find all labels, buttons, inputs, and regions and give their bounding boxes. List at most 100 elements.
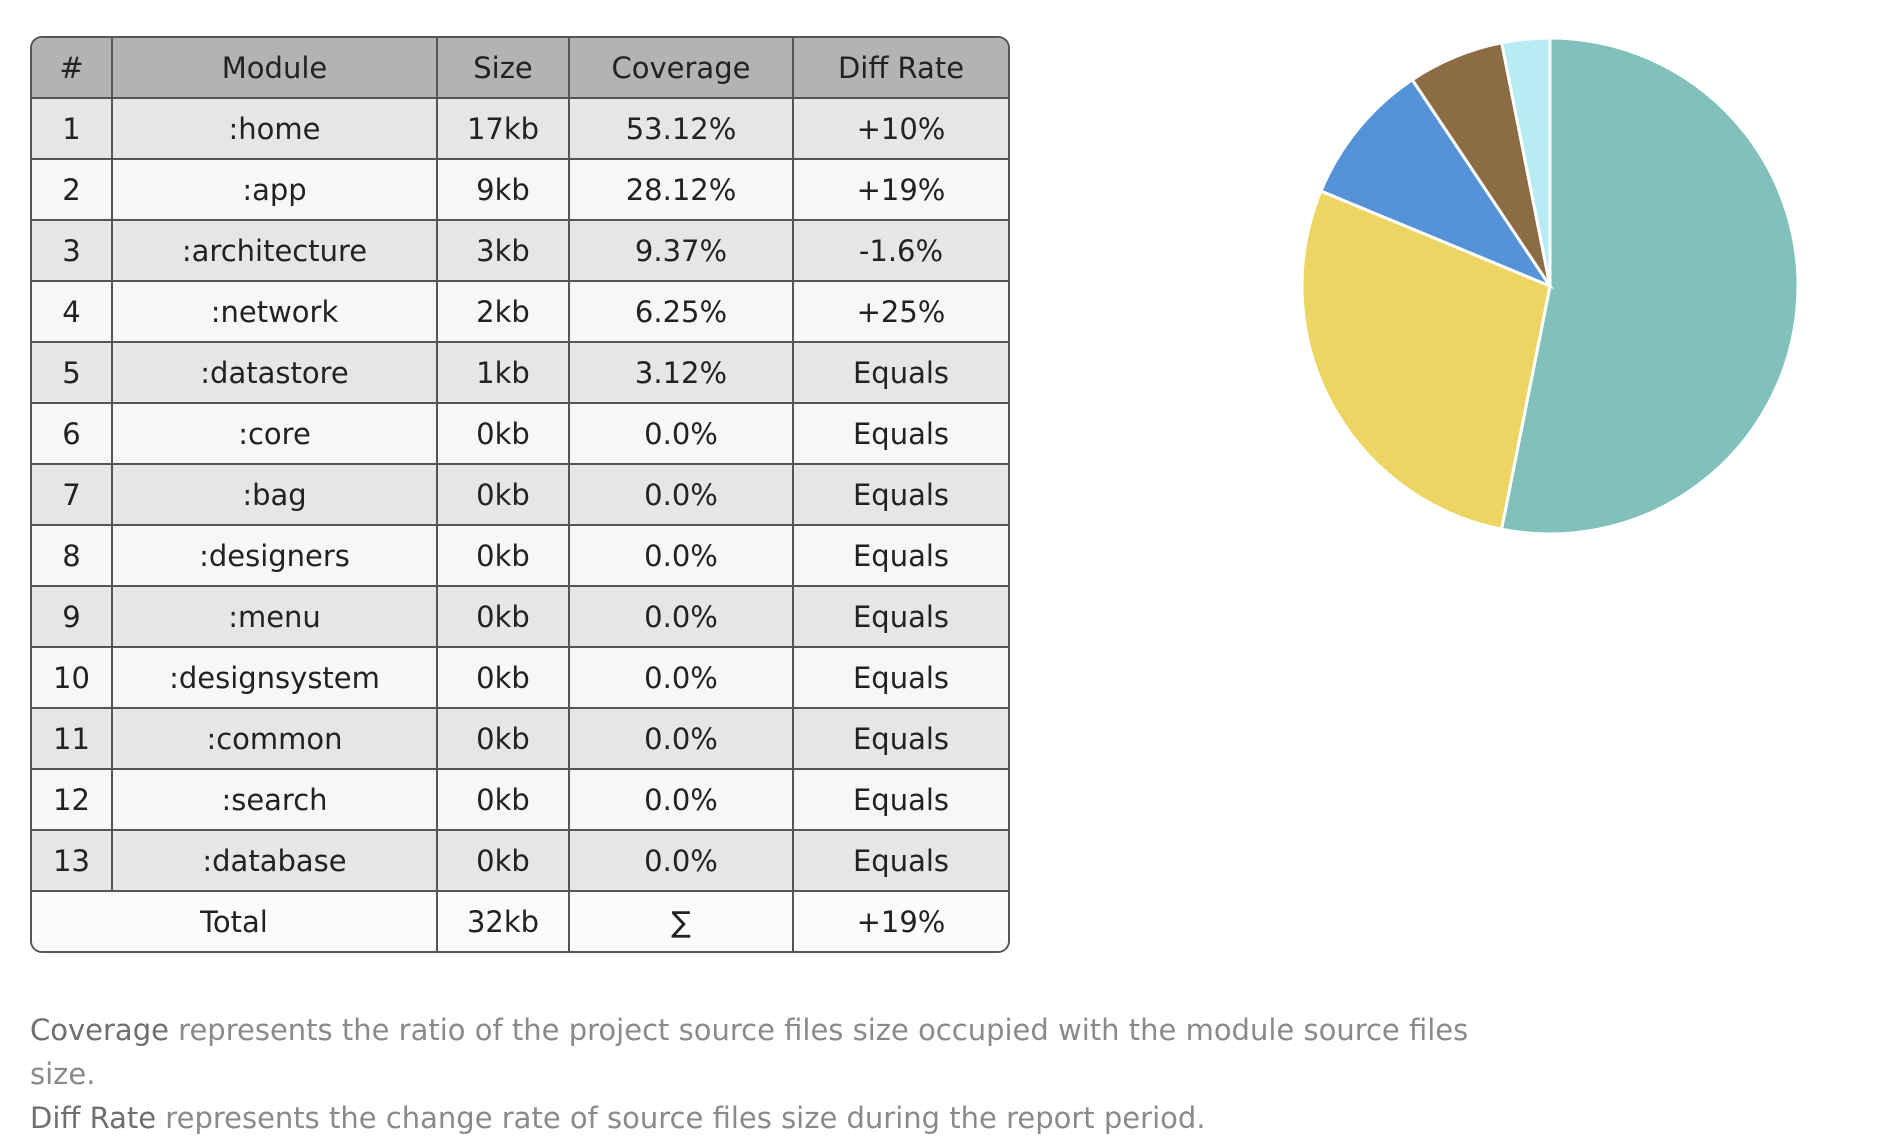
row-size: 9kb (437, 159, 570, 221)
row-module: :menu (112, 586, 438, 648)
row-module: :designsystem (112, 647, 438, 709)
row-diff-rate: +10% (793, 98, 1008, 160)
row-module: :datastore (112, 342, 438, 404)
header-module: Module (112, 38, 438, 99)
row-module: :database (112, 830, 438, 892)
row-diff-rate: Equals (793, 708, 1008, 770)
row-number: 12 (32, 769, 113, 831)
row-module: :core (112, 403, 438, 465)
row-diff-rate: Equals (793, 586, 1008, 648)
row-diff-rate: +19% (793, 159, 1008, 221)
row-number: 1 (32, 98, 113, 160)
table-row: 6 :core 0kb 0.0% Equals (32, 403, 1008, 465)
row-coverage: 9.37% (569, 220, 794, 282)
row-coverage: 0.0% (569, 464, 794, 526)
row-diff-rate: Equals (793, 525, 1008, 587)
row-diff-rate: Equals (793, 403, 1008, 465)
row-number: 8 (32, 525, 113, 587)
row-number: 6 (32, 403, 113, 465)
table-row: 11 :common 0kb 0.0% Equals (32, 708, 1008, 770)
row-size: 0kb (437, 769, 570, 831)
row-module: :app (112, 159, 438, 221)
row-coverage: 0.0% (569, 586, 794, 648)
module-coverage-table: # Module Size Coverage Diff Rate 1 :home… (32, 38, 1008, 951)
table-row: 5 :datastore 1kb 3.12% Equals (32, 342, 1008, 404)
table-body: 1 :home 17kb 53.12% +10% 2 :app 9kb 28.1… (32, 98, 1008, 951)
table-row: 13 :database 0kb 0.0% Equals (32, 830, 1008, 892)
row-coverage: 0.0% (569, 830, 794, 892)
header-coverage: Coverage (569, 38, 794, 99)
row-coverage: 0.0% (569, 769, 794, 831)
pie-slice-architecture (1318, 77, 1554, 290)
pie-slice-home (1499, 36, 1800, 536)
table-row: 8 :designers 0kb 0.0% Equals (32, 525, 1008, 587)
row-size: 3kb (437, 220, 570, 282)
row-coverage: 0.0% (569, 525, 794, 587)
pie-slice-datastore (1499, 36, 1552, 287)
table-total-row: Total 32kb ∑ +19% (32, 891, 1008, 951)
coverage-note: Coverage represents the ratio of the pro… (30, 1008, 1530, 1096)
row-module: :search (112, 769, 438, 831)
row-diff-rate: +25% (793, 281, 1008, 343)
row-number: 13 (32, 830, 113, 892)
total-label: Total (32, 891, 438, 951)
row-number: 5 (32, 342, 113, 404)
total-size: 32kb (437, 891, 570, 951)
row-size: 0kb (437, 464, 570, 526)
row-size: 17kb (437, 98, 570, 160)
row-module: :bag (112, 464, 438, 526)
row-size: 0kb (437, 586, 570, 648)
row-number: 4 (32, 281, 113, 343)
table-row: 1 :home 17kb 53.12% +10% (32, 98, 1008, 160)
row-module: :network (112, 281, 438, 343)
row-size: 0kb (437, 403, 570, 465)
diff-rate-note-term: Diff Rate (30, 1101, 157, 1135)
row-diff-rate: Equals (793, 464, 1008, 526)
total-diff-rate: +19% (793, 891, 1008, 951)
row-size: 0kb (437, 525, 570, 587)
module-coverage-table-container: # Module Size Coverage Diff Rate 1 :home… (30, 36, 1010, 953)
row-coverage: 0.0% (569, 403, 794, 465)
row-coverage: 6.25% (569, 281, 794, 343)
row-coverage: 0.0% (569, 647, 794, 709)
diff-rate-note-text: represents the change rate of source fil… (156, 1101, 1206, 1135)
row-coverage: 0.0% (569, 708, 794, 770)
row-number: 10 (32, 647, 113, 709)
header-number: # (32, 38, 113, 99)
row-module: :home (112, 98, 438, 160)
row-module: :designers (112, 525, 438, 587)
row-size: 0kb (437, 830, 570, 892)
row-coverage: 53.12% (569, 98, 794, 160)
row-number: 3 (32, 220, 113, 282)
total-coverage: ∑ (569, 891, 794, 951)
table-row: 10 :designsystem 0kb 0.0% Equals (32, 647, 1008, 709)
table-header-row: # Module Size Coverage Diff Rate (32, 38, 1008, 99)
table-row: 12 :search 0kb 0.0% Equals (32, 769, 1008, 831)
row-size: 0kb (437, 708, 570, 770)
table-row: 7 :bag 0kb 0.0% Equals (32, 464, 1008, 526)
row-diff-rate: Equals (793, 830, 1008, 892)
coverage-note-text: represents the ratio of the project sour… (30, 1013, 1469, 1091)
pie-slice-app (1300, 189, 1552, 531)
row-coverage: 28.12% (569, 159, 794, 221)
row-diff-rate: Equals (793, 769, 1008, 831)
coverage-note-term: Coverage (30, 1013, 169, 1047)
row-diff-rate: -1.6% (793, 220, 1008, 282)
row-number: 9 (32, 586, 113, 648)
coverage-pie-chart (1300, 36, 1800, 536)
row-number: 11 (32, 708, 113, 770)
row-size: 0kb (437, 647, 570, 709)
table-row: 4 :network 2kb 6.25% +25% (32, 281, 1008, 343)
header-diff-rate: Diff Rate (793, 38, 1008, 99)
row-diff-rate: Equals (793, 342, 1008, 404)
table-row: 2 :app 9kb 28.12% +19% (32, 159, 1008, 221)
row-size: 2kb (437, 281, 570, 343)
table-row: 3 :architecture 3kb 9.37% -1.6% (32, 220, 1008, 282)
row-diff-rate: Equals (793, 647, 1008, 709)
table-row: 9 :menu 0kb 0.0% Equals (32, 586, 1008, 648)
row-number: 7 (32, 464, 113, 526)
row-size: 1kb (437, 342, 570, 404)
header-size: Size (437, 38, 570, 99)
row-number: 2 (32, 159, 113, 221)
footnotes: Coverage represents the ratio of the pro… (30, 1008, 1530, 1140)
